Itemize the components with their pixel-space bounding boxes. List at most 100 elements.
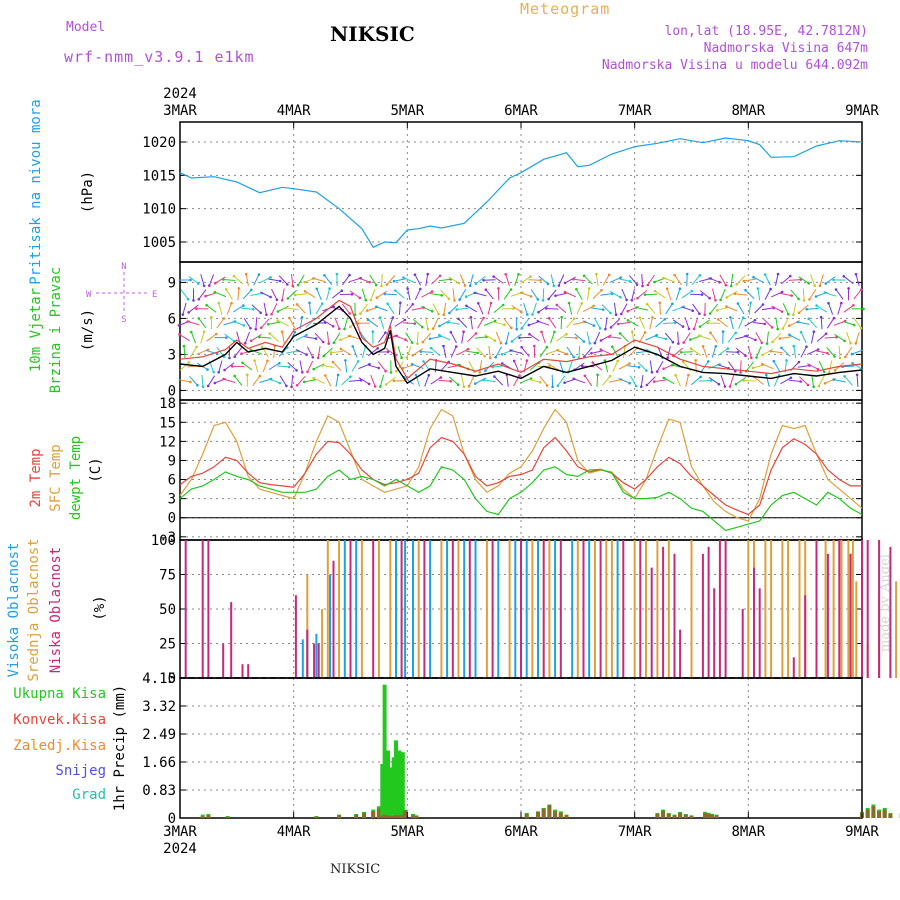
wind-arrow-head <box>359 312 362 316</box>
wind-arrow-head <box>598 327 602 330</box>
wind-arrow <box>664 332 674 343</box>
wind-arrow-head <box>280 299 284 302</box>
wind-arrow-head <box>371 330 375 333</box>
wind-arrow-head <box>285 306 288 310</box>
wind-arrow <box>465 350 478 354</box>
elevation-label: Nadmorska Visina 647m <box>703 41 868 56</box>
wind-arrow <box>243 317 251 329</box>
wind-arrow-head <box>293 293 297 297</box>
wind-arrow-head <box>455 308 459 311</box>
wind-arrow <box>807 363 819 370</box>
wind-arrow-head <box>548 364 551 368</box>
wind-arrow <box>224 362 235 371</box>
wind-arrow <box>262 360 268 373</box>
convective-precip-bar <box>337 815 342 818</box>
wind-arrow-head <box>213 381 217 385</box>
wind-arrow-head <box>500 353 504 356</box>
wind-arrow-head <box>340 289 344 293</box>
wind-arrow-head <box>242 324 246 327</box>
wind-arrow-head <box>689 347 693 350</box>
wind-arrow <box>684 317 690 330</box>
wind-arrow-head <box>840 301 843 305</box>
wind-arrow <box>344 317 349 330</box>
wind-arrow <box>842 365 855 368</box>
wind-arrow-head <box>776 272 780 276</box>
wind-arrow <box>826 317 835 329</box>
wind-arrow <box>326 331 330 344</box>
wind-arrow <box>259 276 271 284</box>
wind-arrow-head <box>399 301 402 305</box>
wind-arrow-head <box>541 299 545 302</box>
cloud-bar <box>610 540 613 678</box>
y-tick-label: 6 <box>168 473 176 489</box>
wind-arrow-head <box>315 287 319 291</box>
wind-arrow <box>519 291 532 297</box>
convective-precip-bar <box>200 816 205 818</box>
cloud-bar <box>724 540 727 678</box>
wind-arrow <box>402 322 415 325</box>
cloud-bar <box>355 540 358 678</box>
wind-arrow <box>179 333 190 342</box>
wind-arrow <box>299 360 303 373</box>
wind-arrow-head <box>838 356 842 360</box>
wind-arrow-head <box>177 324 181 327</box>
cloud-bar <box>781 540 784 678</box>
wind-arrow <box>628 275 638 285</box>
convective-precip-bar <box>877 811 882 818</box>
wind-arrow <box>711 346 717 358</box>
cloud-bar <box>798 540 801 678</box>
wind-arrow-head <box>493 375 496 378</box>
wind-arrow-head <box>645 383 649 387</box>
temp-unit: (C) <box>88 457 104 482</box>
wind-arrow-head <box>708 296 711 300</box>
wind-arrow-head <box>411 354 415 357</box>
wind-arrow-head <box>286 283 289 286</box>
wind-arrow <box>753 376 764 385</box>
cloud-bar <box>463 540 466 678</box>
wind-arrow <box>574 333 585 342</box>
wind-arrow-head <box>552 284 556 288</box>
wind-arrow-head <box>303 290 307 293</box>
wind-arrow <box>765 374 770 387</box>
wind-arrow-head <box>716 318 720 321</box>
convective-precip-bar <box>400 814 405 818</box>
dewpt-line <box>179 466 863 532</box>
wind-arrow <box>430 377 442 385</box>
wind-arrow-head <box>392 379 396 383</box>
wind-arrow <box>737 303 745 315</box>
wind-arrow <box>738 317 744 329</box>
y-tick-label: 9 <box>168 453 176 469</box>
wind-arrow-head <box>812 385 815 389</box>
wind-arrow <box>376 306 388 312</box>
model-elevation-label: Nadmorska Visina u modelu 644.092m <box>601 58 868 73</box>
wind-arrow-head <box>468 284 472 288</box>
y-tick-label: 9 <box>168 275 176 291</box>
wind-arrow-head <box>250 288 253 292</box>
wind-arrow <box>816 333 827 342</box>
wind-arrow <box>278 275 288 285</box>
wind-arrow <box>631 288 635 301</box>
wind-arrow-head <box>197 317 201 320</box>
cloud-bar <box>360 540 363 678</box>
wind-arrow-head <box>403 318 407 322</box>
wind-arrow-head <box>826 351 829 355</box>
wind-arrow <box>449 304 459 314</box>
wind-arrow <box>468 360 475 372</box>
wind-arrow <box>443 302 447 315</box>
wind-arrow <box>331 350 344 354</box>
wind-arrow-head <box>503 323 506 327</box>
wind-arrow <box>287 362 297 371</box>
wind-arrow-head <box>379 385 382 388</box>
wind-arrow <box>613 302 617 315</box>
wind-arrow-head <box>823 382 827 385</box>
wind-arrow <box>567 360 573 373</box>
wind-arrow <box>189 375 198 386</box>
wind-arrow-head <box>182 344 186 348</box>
wind-arrow <box>594 331 601 344</box>
wind-arrow <box>245 274 249 286</box>
wind-arrow-head <box>843 375 846 378</box>
wind-arrow <box>609 277 621 283</box>
y-tick-label: 15 <box>159 415 176 431</box>
wind-arrow <box>628 347 638 357</box>
wind-arrow <box>216 318 225 329</box>
